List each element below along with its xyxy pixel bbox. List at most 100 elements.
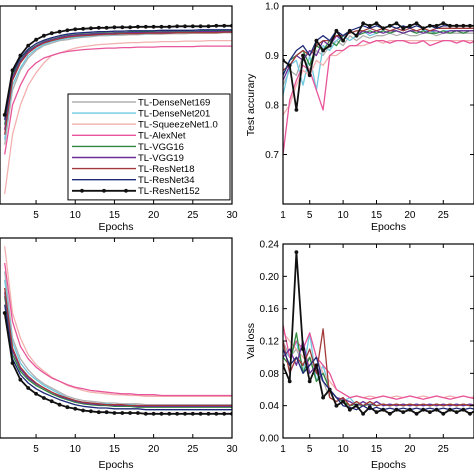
series-point — [321, 48, 325, 53]
x-tick-label: 1 — [280, 444, 286, 455]
series-point — [222, 23, 227, 28]
series-point — [454, 410, 459, 414]
x-tick-label: 15 — [109, 210, 121, 221]
y-tick-label: 0.08 — [260, 369, 280, 380]
series-point — [461, 23, 466, 28]
series-point — [42, 33, 46, 38]
series-point — [73, 27, 78, 32]
series-point — [361, 411, 365, 416]
series-point — [367, 23, 372, 28]
series-line-3 — [4, 246, 232, 397]
series-point — [143, 411, 148, 416]
plot-frame — [0, 237, 233, 439]
series-point — [307, 73, 312, 78]
x-tick-label: 30 — [226, 444, 238, 455]
x-tick-label: 25 — [438, 444, 450, 455]
legend-label: TL-DenseNet169 — [138, 97, 210, 108]
series-point — [394, 21, 399, 26]
y-tick-label: 0.20 — [260, 272, 280, 283]
series-point — [461, 407, 466, 412]
series-point — [408, 407, 412, 412]
legend-label: TL-ResNet152 — [138, 186, 200, 197]
series-point — [214, 23, 219, 28]
series-point — [428, 410, 432, 414]
series-point — [89, 409, 93, 414]
series-point — [354, 33, 359, 38]
series-point — [104, 25, 109, 30]
legend-label: TL-VGG19 — [138, 153, 184, 164]
series-point — [128, 25, 133, 30]
x-tick-label: 20 — [404, 444, 416, 455]
series-point — [294, 250, 299, 255]
series-point — [401, 26, 406, 31]
series-point — [175, 24, 180, 29]
x-tick-label: 5 — [33, 210, 39, 221]
series-point — [136, 411, 140, 415]
x-axis-title: Epochs — [98, 459, 133, 471]
legend-marker — [80, 188, 84, 193]
series-point — [287, 63, 292, 68]
y-axis-title: Val loss — [245, 323, 257, 359]
series-line-7 — [4, 31, 232, 135]
series-point — [96, 25, 101, 30]
series-group — [283, 21, 474, 155]
x-axis-title: Epochs — [371, 221, 406, 233]
series-point — [381, 407, 386, 412]
series-point — [434, 407, 439, 412]
series-point — [42, 396, 46, 400]
series-point — [151, 24, 156, 29]
series-point — [367, 405, 372, 410]
x-tick-label: 20 — [404, 210, 416, 221]
x-axis-title: Epochs — [371, 459, 406, 471]
series-point — [222, 411, 227, 416]
legend-label: TL-AlexNet — [138, 131, 186, 142]
y-tick-label: 0.16 — [260, 304, 280, 315]
series-point — [388, 411, 392, 416]
x-tick-label: 15 — [371, 210, 383, 221]
series-point — [183, 411, 187, 416]
x-tick-label: 5 — [33, 444, 39, 455]
legend-marker — [102, 188, 106, 193]
y-tick-label: 0.8 — [265, 101, 279, 112]
series-point — [321, 395, 325, 400]
series-point — [190, 24, 195, 29]
series-point — [112, 25, 117, 30]
series-point — [128, 411, 133, 415]
series-point — [327, 387, 332, 392]
series-point — [354, 403, 359, 408]
series-point — [198, 24, 203, 29]
y-tick-label: 1.0 — [265, 2, 279, 13]
series-point — [65, 405, 70, 410]
series-point — [120, 25, 125, 30]
series-point — [214, 411, 219, 416]
plot-frame — [0, 5, 233, 205]
series-point — [341, 399, 345, 404]
series-point — [10, 68, 15, 73]
series-point — [120, 411, 125, 415]
x-tick-label: 30 — [226, 210, 238, 221]
legend-label: TL-ResNet34 — [138, 175, 195, 186]
series-point — [104, 410, 109, 415]
x-tick-label: 20 — [148, 444, 160, 455]
series-point — [448, 407, 452, 412]
y-tick-label: 0.04 — [260, 401, 280, 412]
series-point — [206, 24, 211, 29]
series-point — [374, 410, 379, 414]
series-line-4 — [4, 45, 232, 155]
series-point — [301, 347, 305, 351]
series-point — [408, 23, 412, 28]
series-point — [334, 28, 339, 33]
x-tick-label: 25 — [187, 210, 199, 221]
series-line-8 — [4, 304, 232, 411]
panel-tl: 5 10 15 20 25 30 Epochs TL-DenseNet169TL-DenseN… — [0, 5, 238, 233]
series-point — [96, 410, 101, 415]
series-point — [301, 53, 305, 58]
panel-bl: 5 10 15 20 25 30 Epochs — [0, 237, 238, 471]
series-point — [468, 411, 472, 416]
series-point — [454, 23, 459, 28]
x-tick-label: 15 — [371, 444, 383, 455]
y-tick-label: 0.7 — [265, 150, 279, 161]
y-tick-label: 0.12 — [260, 337, 280, 348]
x-tick-label: 10 — [338, 210, 350, 221]
